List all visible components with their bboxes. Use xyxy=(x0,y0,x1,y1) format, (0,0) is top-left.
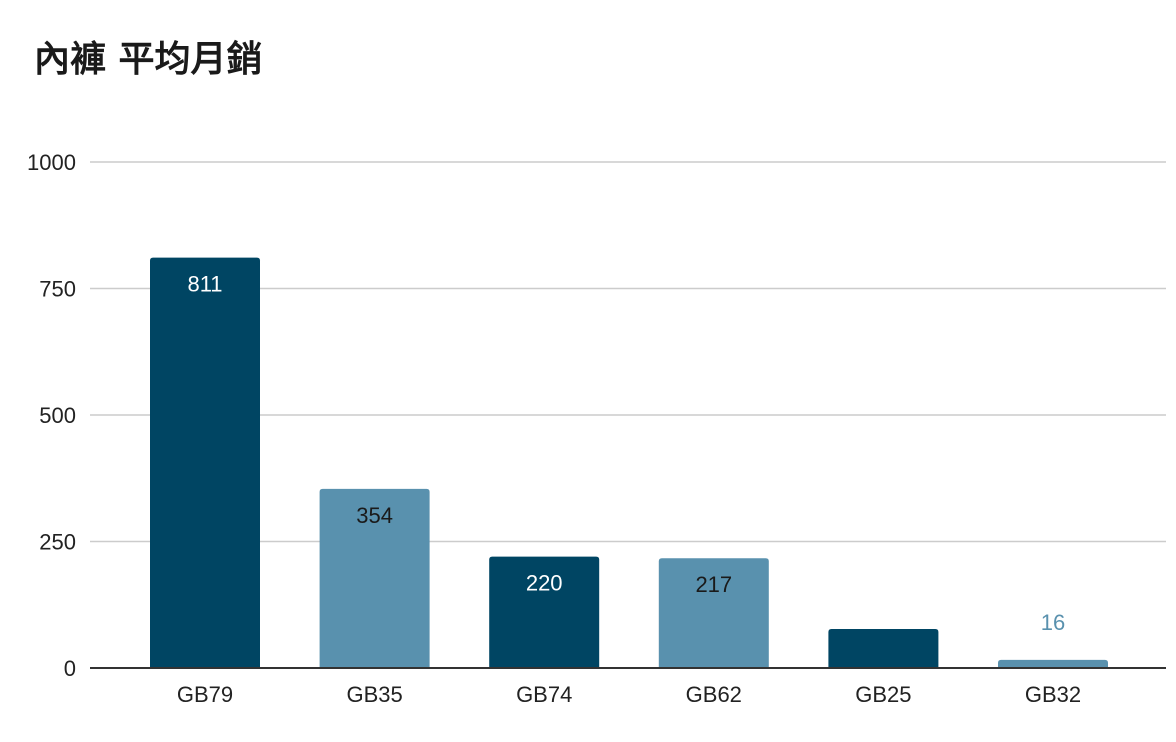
x-tick-label: GB79 xyxy=(177,682,233,707)
bar-gb25 xyxy=(828,629,939,668)
y-tick-label: 750 xyxy=(39,277,76,302)
bar-gb74 xyxy=(489,556,600,668)
data-label-gb35: 354 xyxy=(356,503,393,528)
gridlines xyxy=(90,161,1166,543)
axes: 0 250 500 750 1000 GB79 GB35 GB74 GB62 GB25 GB32 xyxy=(27,150,1166,707)
chart-title: 內褲 平均月銷 xyxy=(34,39,263,80)
x-tick-label: GB62 xyxy=(686,682,742,707)
y-tick-label: 500 xyxy=(39,403,76,428)
x-tick-label: GB25 xyxy=(855,682,911,707)
x-tick-label: GB35 xyxy=(346,682,402,707)
bar-gb62 xyxy=(658,558,769,668)
bar-gb35 xyxy=(319,488,430,668)
bar-gb32 xyxy=(998,659,1108,668)
y-tick-label: 1000 xyxy=(27,150,76,175)
x-tick-label: GB74 xyxy=(516,682,572,707)
data-labels: 811 354 220 217 77 16 xyxy=(187,272,1065,635)
data-label-gb74: 220 xyxy=(526,571,563,596)
data-label-gb32: 16 xyxy=(1041,610,1065,635)
y-tick-label: 0 xyxy=(64,656,76,681)
x-tick-label: GB32 xyxy=(1025,682,1081,707)
y-tick-label: 250 xyxy=(39,530,76,555)
data-label-gb79: 811 xyxy=(187,272,222,297)
bar-gb79 xyxy=(150,257,260,668)
bars xyxy=(150,257,1108,668)
data-label-gb25: 77 xyxy=(871,579,895,604)
data-label-gb62: 217 xyxy=(695,572,732,597)
